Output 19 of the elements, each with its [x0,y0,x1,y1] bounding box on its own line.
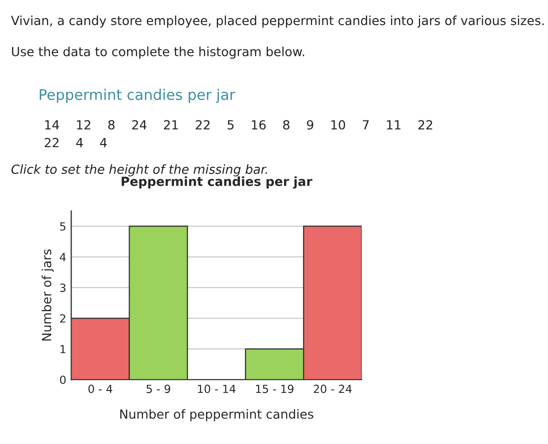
text: Click to set the height of the missing bar. [11,164,268,176]
text: Vivian, a candy store employee, placed peppermint candies into jars of various sizes. [11,16,544,28]
chart-title: Peppermint candies per jar [122,176,312,189]
x-tick-label: 20 - 24 [314,384,352,394]
x-tick-label: 0 - 4 [88,384,112,394]
x-tick-label: 10 - 14 [198,384,236,394]
y-tick-label: 4 [60,253,66,262]
y-tick-label: 3 [60,284,66,292]
y-tick-label: 0 [60,376,66,384]
x-tick-label: 15 - 19 [256,384,294,394]
text: 14 12 8 24 21 22 5 16 8 9 10 7 11 22 22 4 4 [44,120,432,148]
x-tick-label: 5 - 9 [146,384,170,394]
text: Peppermint candies per jar [40,88,236,103]
y-tick-label: 1 [60,345,66,354]
y-tick-label: 5 [60,222,66,231]
y-tick-label: 2 [60,314,66,322]
x-axis-title: Number of peppermint candies [120,409,314,422]
y-axis-title: Number of jars [42,249,54,341]
text: Use the data to complete the histogram below. [12,46,304,59]
